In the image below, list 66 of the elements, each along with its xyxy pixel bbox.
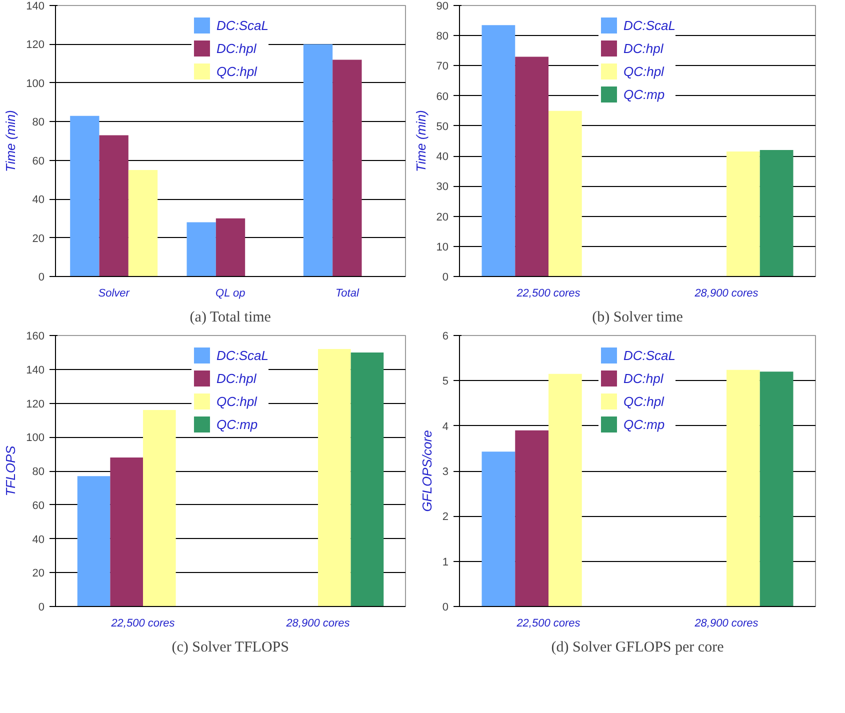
y-tick-label: 0 xyxy=(442,602,449,614)
text: (a) Total time xyxy=(190,310,272,326)
y-tick-label: 1 xyxy=(442,556,449,568)
y-tick-label: 60 xyxy=(32,500,45,512)
y-axis-title: GFLOPS/core xyxy=(419,430,434,512)
y-tick-label: 90 xyxy=(436,0,449,12)
x-tick-label: Total xyxy=(335,288,360,300)
y-tick-label: 160 xyxy=(26,330,45,342)
y-axis-title: Time (min) xyxy=(413,110,428,172)
y-tick-label: 20 xyxy=(436,211,449,224)
text: (c) Solver TFLOPS xyxy=(172,640,289,656)
y-tick-label: 2 xyxy=(442,511,449,524)
y-tick-label: 80 xyxy=(32,116,45,129)
legend-label: QC:hpl xyxy=(216,64,257,78)
y-tick-label: 70 xyxy=(436,60,449,73)
legend-label: QC:hpl xyxy=(216,394,257,408)
y-tick-label: 50 xyxy=(436,120,449,133)
y-tick-label: 100 xyxy=(26,432,45,444)
y-tick-label: 80 xyxy=(32,466,45,478)
legend-label: DC:hpl xyxy=(623,40,664,56)
x-tick-label: QL op xyxy=(216,288,246,300)
y-tick-label: 30 xyxy=(436,181,449,194)
x-tick-label: 22,500 cores xyxy=(516,288,581,300)
y-tick-label: 0 xyxy=(38,602,45,614)
y-tick-label: 120 xyxy=(26,398,45,410)
x-tick-label: 22,500 cores xyxy=(516,618,581,630)
text: (d) Solver GFLOPS per core xyxy=(551,640,724,656)
y-tick-label: 40 xyxy=(32,534,45,546)
x-tick-label: Solver xyxy=(98,288,131,300)
y-tick-label: 6 xyxy=(442,330,449,342)
y-tick-label: 60 xyxy=(32,155,45,168)
legend-label: DC:ScaL xyxy=(216,348,269,362)
x-tick-label: 28,900 cores xyxy=(694,288,759,300)
x-tick-label: 28,900 cores xyxy=(694,618,759,630)
legend-label: DC:ScaL xyxy=(216,18,269,32)
legend-label: DC:ScaL xyxy=(623,18,676,32)
y-axis-title: Time (min) xyxy=(3,110,18,172)
legend-label: QC:hpl xyxy=(623,394,664,408)
y-axis-title: TFLOPS xyxy=(3,445,18,496)
y-tick-label: 4 xyxy=(442,420,449,433)
y-tick-label: 120 xyxy=(26,39,45,52)
y-tick-label: 0 xyxy=(38,272,45,284)
y-tick-label: 80 xyxy=(436,30,449,43)
y-tick-label: 3 xyxy=(442,466,449,478)
y-tick-label: 20 xyxy=(32,568,45,580)
y-tick-label: 140 xyxy=(26,364,45,376)
y-tick-label: 60 xyxy=(436,90,449,103)
y-tick-label: 20 xyxy=(32,232,45,245)
legend-label: DC:hpl xyxy=(216,40,256,56)
legend-label: QC:mp xyxy=(623,86,665,102)
y-tick-label: 100 xyxy=(26,78,45,90)
y-tick-label: 0 xyxy=(442,272,449,284)
legend-label: QC:hpl xyxy=(623,64,664,78)
x-tick-label: 22,500 cores xyxy=(110,618,176,630)
text: (b) Solver time xyxy=(592,310,684,326)
legend-label: DC:ScaL xyxy=(623,348,676,362)
legend-label: DC:hpl xyxy=(216,370,256,386)
legend-label: QC:mp xyxy=(216,416,258,432)
y-tick-label: 5 xyxy=(442,376,449,388)
y-tick-label: 40 xyxy=(32,194,45,206)
y-tick-label: 140 xyxy=(26,0,45,12)
x-tick-label: 28,900 cores xyxy=(285,618,350,630)
legend-label: DC:hpl xyxy=(623,370,664,386)
legend-label: QC:mp xyxy=(623,416,665,432)
y-tick-label: 40 xyxy=(436,151,449,164)
y-tick-label: 10 xyxy=(436,241,449,254)
